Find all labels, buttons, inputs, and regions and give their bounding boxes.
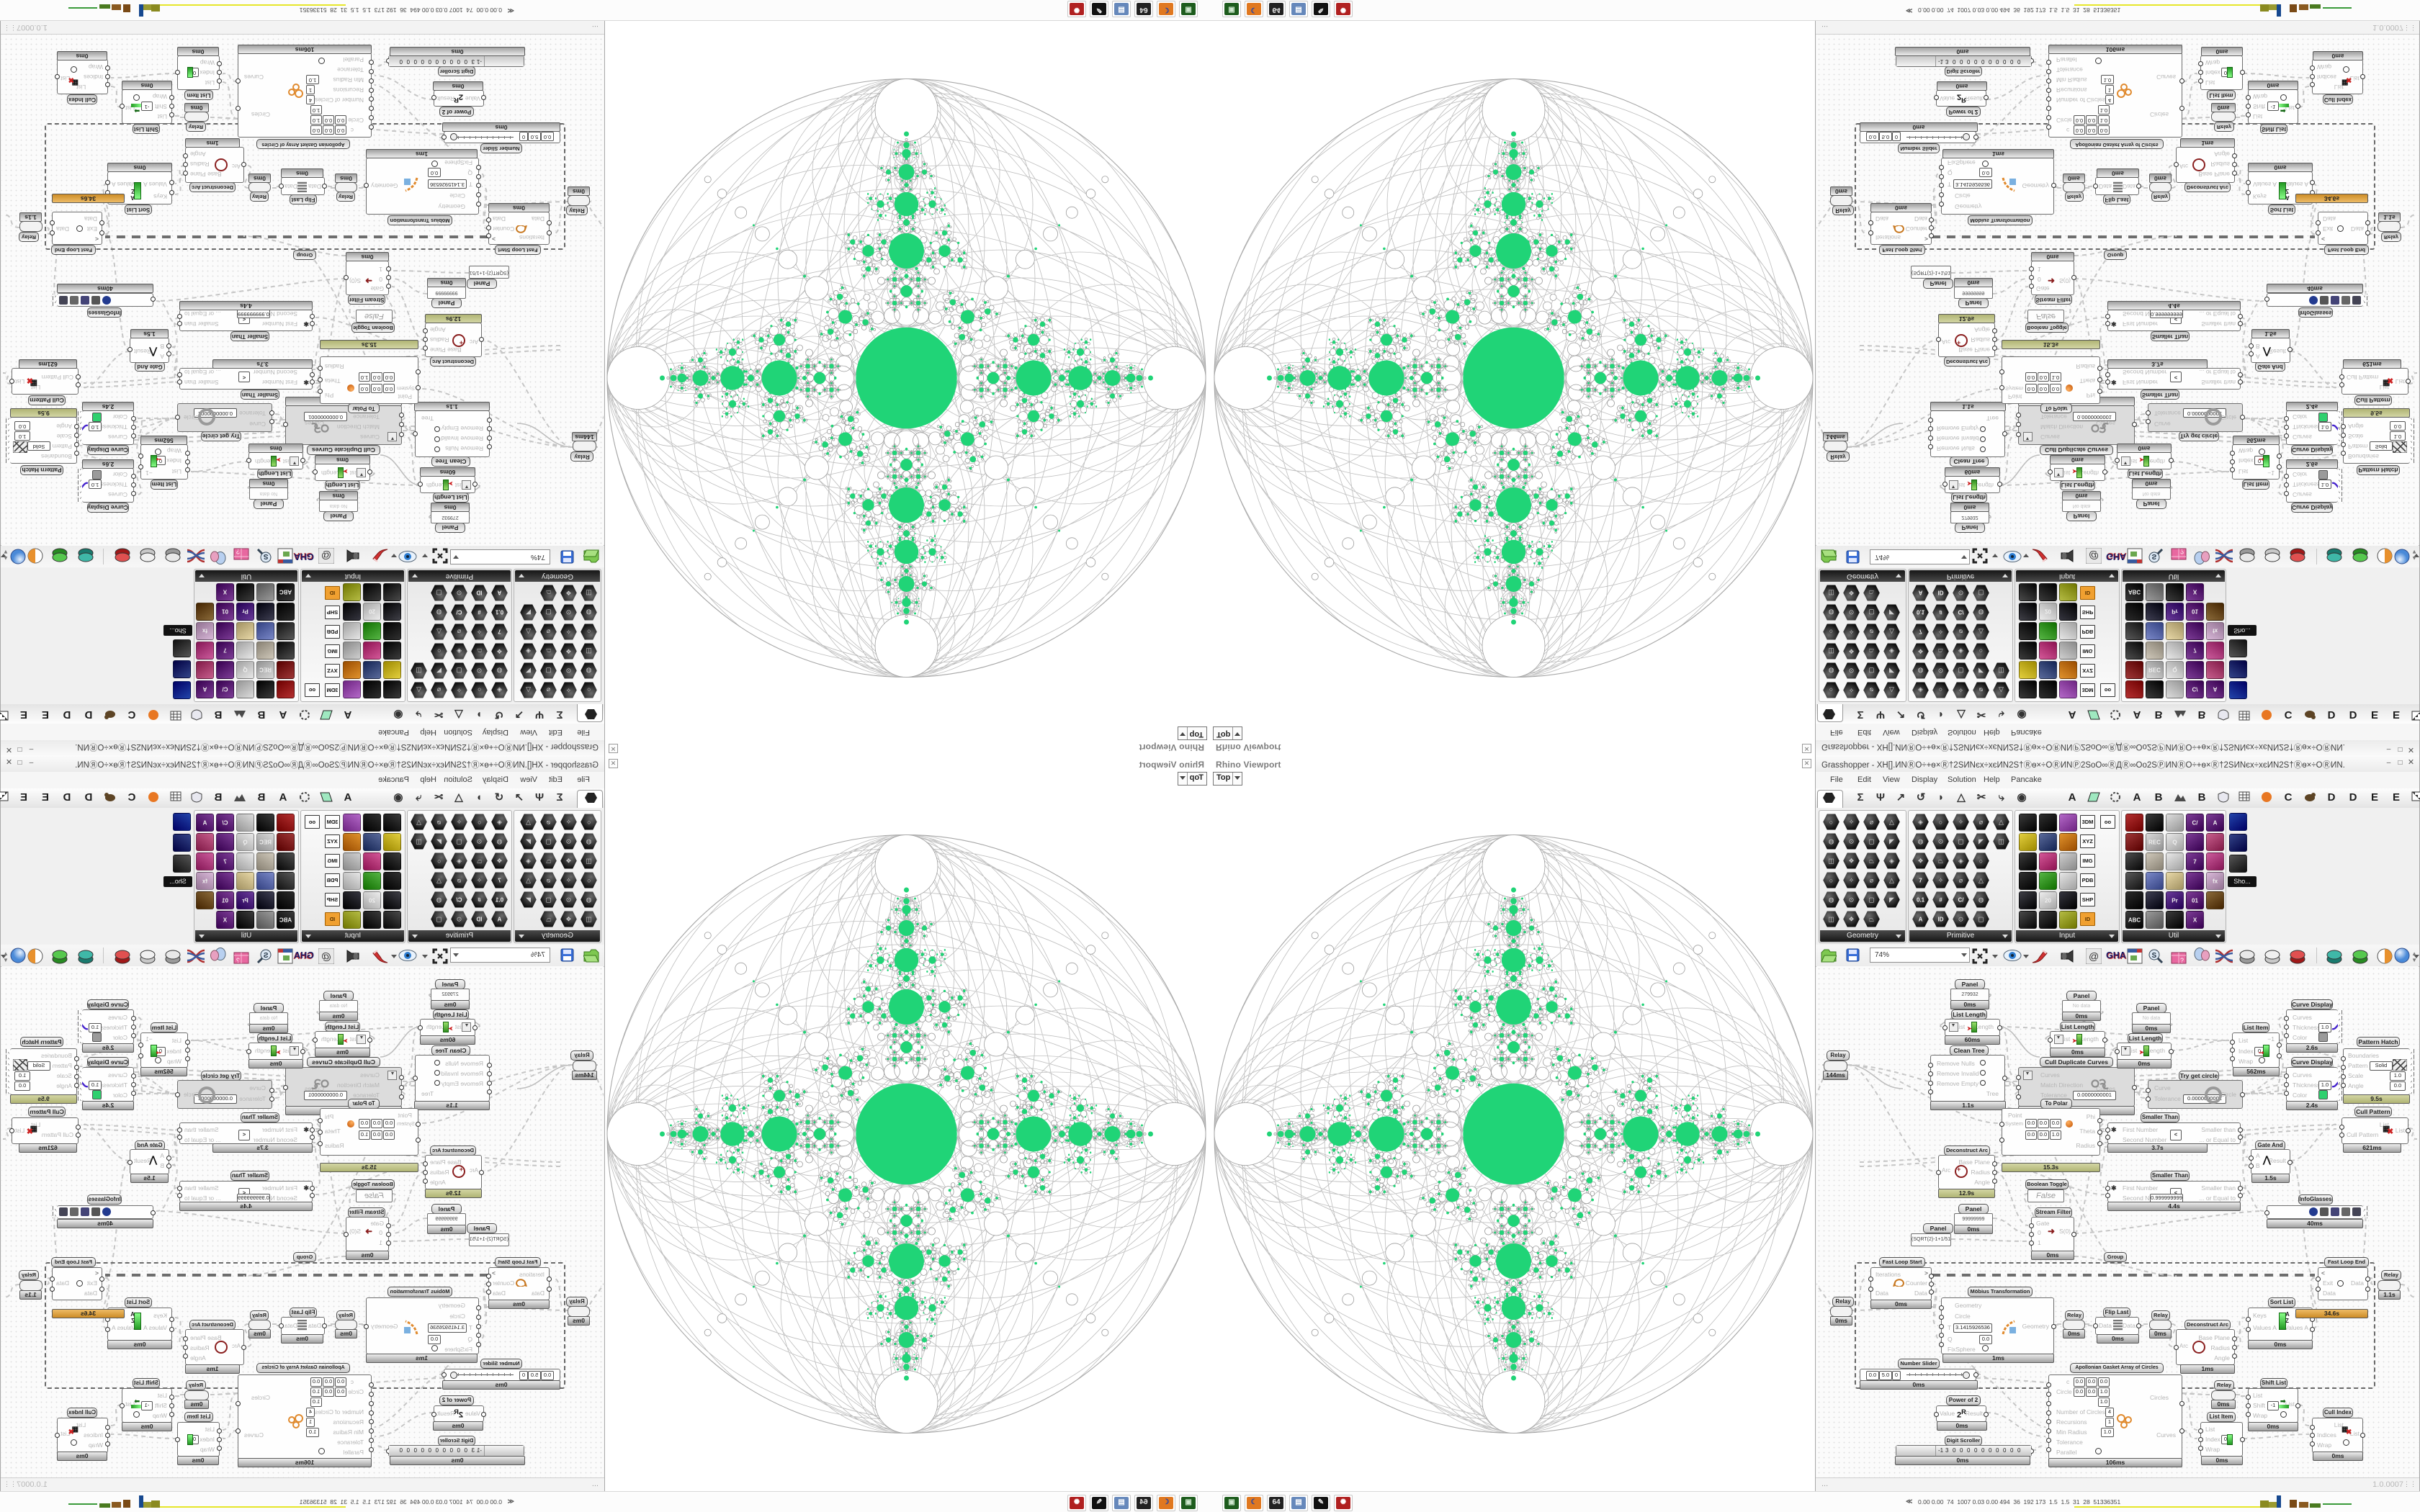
svg-text:S: S xyxy=(2152,552,2157,560)
svg-text:@: @ xyxy=(321,550,331,562)
svg-text:@: @ xyxy=(321,950,331,962)
svg-text:S: S xyxy=(264,952,269,960)
svg-text:?: ? xyxy=(236,957,240,964)
svg-text:S: S xyxy=(2152,952,2157,960)
svg-text:@: @ xyxy=(2089,550,2099,562)
svg-text:?: ? xyxy=(2180,957,2184,964)
svg-text:?: ? xyxy=(2180,548,2184,555)
svg-text:S: S xyxy=(264,552,269,560)
svg-text:@: @ xyxy=(2089,950,2099,962)
svg-text:?: ? xyxy=(236,548,240,555)
